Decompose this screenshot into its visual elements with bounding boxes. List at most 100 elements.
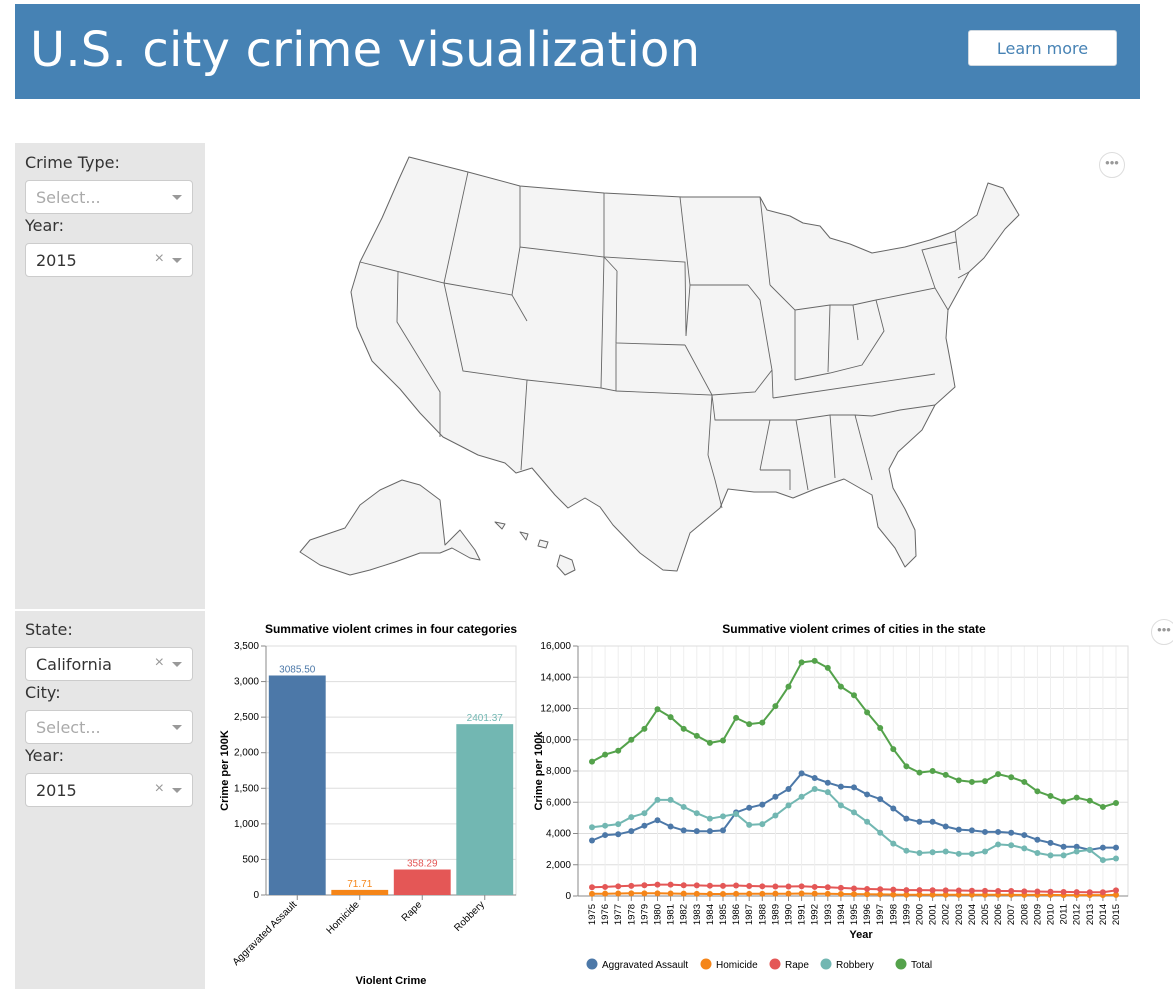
legend-swatch <box>895 958 907 970</box>
data-point <box>1113 800 1119 807</box>
data-point <box>995 771 1002 778</box>
data-point <box>968 827 975 834</box>
data-point <box>1034 836 1041 843</box>
map-mainland[interactable] <box>350 156 1020 572</box>
data-point <box>615 747 622 754</box>
data-point <box>654 890 661 897</box>
data-point <box>798 770 805 777</box>
data-point <box>851 809 857 816</box>
data-point <box>759 883 766 890</box>
data-point <box>798 883 805 890</box>
x-tick-label: 1985 <box>718 904 729 925</box>
data-point <box>942 823 949 830</box>
data-point <box>995 888 1002 894</box>
data-point <box>641 890 648 897</box>
x-tick-label: 1982 <box>679 904 690 925</box>
x-tick-label: 2010 <box>1046 904 1057 925</box>
data-point <box>916 850 923 857</box>
data-point <box>785 883 792 890</box>
year-label: Year: <box>25 746 64 765</box>
chevron-down-icon[interactable] <box>172 662 182 667</box>
chevron-down-icon[interactable] <box>172 725 182 730</box>
x-tick-label: 2004 <box>967 904 978 925</box>
data-point <box>1086 797 1093 804</box>
city-select[interactable]: Select... <box>25 710 193 744</box>
y-tick-label: 6,000 <box>546 797 571 808</box>
data-point <box>602 832 609 839</box>
legend-label: Rape <box>785 960 809 971</box>
data-point <box>628 890 635 897</box>
data-point <box>877 725 884 732</box>
data-point <box>1008 842 1015 849</box>
data-point <box>824 664 831 671</box>
data-point <box>746 804 753 811</box>
y-tick-label: 12,000 <box>540 704 571 715</box>
learn-more-button[interactable]: Learn more <box>968 30 1117 66</box>
more-options-icon[interactable]: ••• <box>1151 619 1173 645</box>
data-point <box>1060 888 1067 895</box>
data-point <box>890 840 897 847</box>
data-point <box>667 890 674 897</box>
clear-icon[interactable]: × <box>154 654 164 671</box>
data-point <box>903 815 910 822</box>
data-point <box>903 891 910 898</box>
data-point <box>851 692 857 699</box>
y-tick-label: 2,000 <box>234 748 259 759</box>
data-point <box>955 826 962 833</box>
state-value: California <box>36 655 112 674</box>
data-point <box>693 732 700 739</box>
x-tick-label: 1993 <box>823 904 834 925</box>
data-point <box>798 659 805 666</box>
data-point <box>589 758 595 765</box>
data-point <box>628 882 635 889</box>
data-point <box>890 805 897 812</box>
data-point <box>772 703 779 710</box>
data-point <box>1060 843 1067 850</box>
y-axis-title: Crime per 100k <box>533 731 545 811</box>
data-point <box>811 657 818 664</box>
year-select-top[interactable]: 2015 × <box>25 243 193 277</box>
y-tick-label: 4,000 <box>546 829 571 840</box>
data-point <box>982 887 988 894</box>
crime-type-select[interactable]: Select... <box>25 180 193 214</box>
data-point <box>602 751 609 758</box>
data-point <box>1021 832 1028 839</box>
data-point <box>706 815 713 822</box>
data-point <box>733 882 740 889</box>
data-point <box>851 784 857 791</box>
x-tick-label: 1999 <box>901 904 912 925</box>
clear-icon[interactable]: × <box>154 780 164 797</box>
data-point <box>759 719 766 726</box>
legend-label: Total <box>911 960 932 971</box>
data-point <box>995 828 1002 835</box>
data-point <box>1021 778 1028 785</box>
y-tick-label: 14,000 <box>540 672 571 683</box>
data-point <box>864 818 871 825</box>
data-point <box>890 746 897 753</box>
x-tick-label: 2005 <box>980 904 991 925</box>
data-point <box>877 891 884 898</box>
more-options-icon[interactable]: ••• <box>1099 152 1125 178</box>
map-alaska[interactable] <box>299 479 481 576</box>
data-point <box>589 824 595 831</box>
data-point <box>877 886 884 893</box>
map-hawaii[interactable] <box>494 521 576 576</box>
line-chart-title: Summative violent crimes of cities in th… <box>722 622 986 636</box>
data-point <box>1047 852 1054 859</box>
data-point <box>1047 888 1054 895</box>
data-point <box>706 890 713 897</box>
chevron-down-icon[interactable] <box>172 195 182 200</box>
data-point <box>1073 794 1080 801</box>
year-select-bottom[interactable]: 2015 × <box>25 773 193 807</box>
bar <box>456 724 514 895</box>
data-point <box>602 883 609 890</box>
data-point <box>641 810 648 817</box>
x-tick-label: 2003 <box>954 904 965 925</box>
state-select[interactable]: California × <box>25 647 193 681</box>
us-map[interactable] <box>280 140 1040 600</box>
clear-icon[interactable]: × <box>154 250 164 267</box>
chevron-down-icon[interactable] <box>172 788 182 793</box>
chevron-down-icon[interactable] <box>172 258 182 263</box>
data-point <box>837 783 844 790</box>
line-chart: Summative violent crimes of cities in th… <box>533 622 1129 971</box>
